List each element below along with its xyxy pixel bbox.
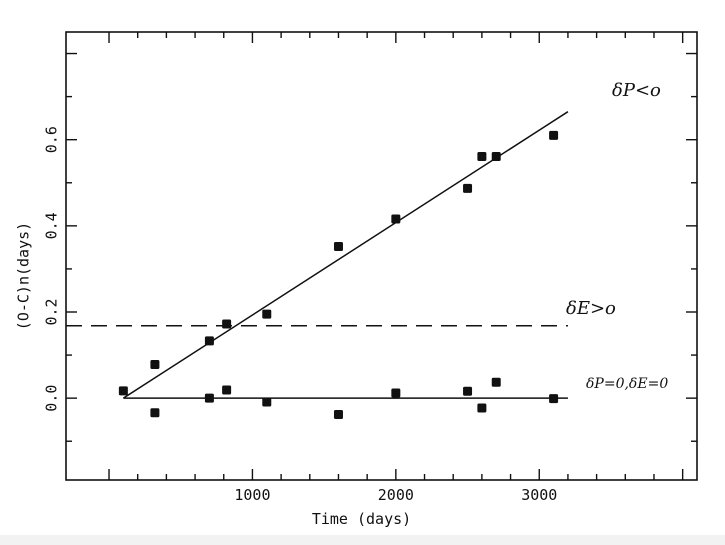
label-layer: 1000 2000 3000 0.0 0.2 0.4 0.6 Time (days) (O-C)…: [15, 80, 669, 528]
data-point-lower: [262, 397, 272, 407]
data-point-lower: [222, 385, 232, 395]
data-point-upper: [477, 151, 487, 161]
data-point-lower: [150, 408, 160, 418]
data-point-upper: [204, 336, 214, 346]
sloped-fit-line: [122, 111, 569, 399]
x-tick-label: 3000: [521, 486, 557, 504]
data-point-lower: [549, 394, 559, 404]
data-point-lower: [333, 410, 343, 420]
data-point-upper: [391, 214, 401, 224]
bottom-strip: [0, 535, 725, 545]
data-point-lower: [463, 386, 473, 396]
x-axis-title: Time (days): [312, 510, 411, 528]
line-annotation-label: δP<o: [612, 80, 661, 101]
data-point-upper: [549, 130, 559, 140]
data-point-upper: [118, 386, 128, 396]
data-point-layer: [118, 130, 559, 420]
plot-frame-layer: [65, 31, 698, 481]
plot-frame: [65, 31, 698, 481]
y-axis-title: (O-C)n(days): [15, 222, 33, 330]
data-point-upper: [150, 360, 160, 370]
y-tick-label: 0.6: [43, 126, 61, 153]
y-tick-label: 0.4: [43, 212, 61, 239]
y-tick-label: 0.0: [43, 385, 61, 412]
data-point-upper: [222, 319, 232, 329]
data-point-upper: [333, 242, 343, 252]
data-point-lower: [204, 393, 214, 403]
data-point-lower: [391, 388, 401, 398]
y-tick-label: 0.2: [43, 298, 61, 325]
data-point-lower: [491, 377, 501, 387]
data-point-upper: [463, 183, 473, 193]
x-tick-label: 2000: [378, 486, 414, 504]
data-point-upper: [491, 151, 501, 161]
x-tick-label: 1000: [234, 486, 270, 504]
data-point-lower: [477, 403, 487, 413]
data-point-upper: [262, 309, 272, 319]
line-annotation-label: δP=0,δE=0: [586, 376, 668, 392]
line-annotation-label: δE>o: [566, 298, 616, 319]
tick-layer: [66, 32, 697, 480]
